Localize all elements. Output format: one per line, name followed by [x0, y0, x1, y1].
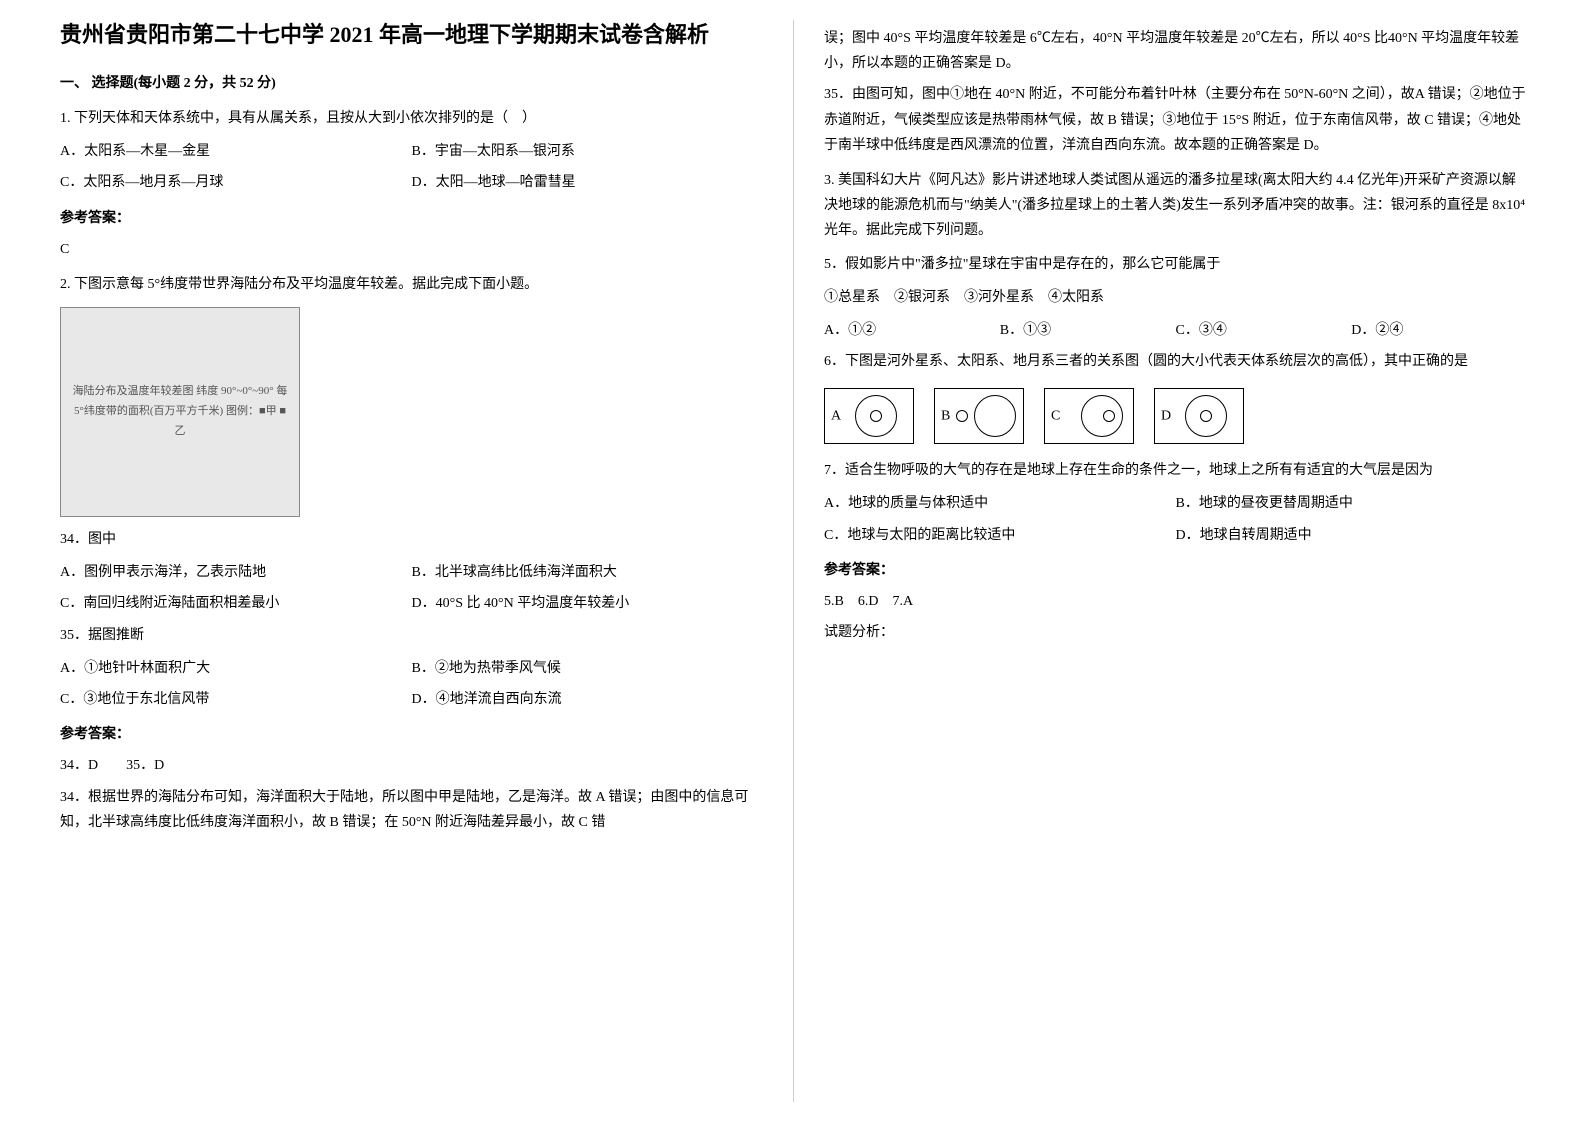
diagram-c-label: C: [1051, 404, 1060, 429]
q3-text: 3. 美国科幻大片《阿凡达》影片讲述地球人类试图从遥远的潘多拉星球(离太阳大约 …: [824, 168, 1527, 244]
q1-answer-label: 参考答案：: [60, 206, 763, 231]
q2-answer-label: 参考答案：: [60, 722, 763, 747]
cont-2: 35．由图可知，图中①地在 40°N 附近，不可能分布着针叶林（主要分布在 50…: [824, 82, 1527, 158]
q1-opt-d: D．太阳—地球—哈雷彗星: [412, 170, 764, 195]
q35-text: 35．据图推断: [60, 623, 763, 648]
q5-opt-d: D．②④: [1351, 318, 1527, 343]
q1-opt-b: B．宇宙—太阳系—银河系: [412, 139, 764, 164]
q1-opt-a: A．太阳系—木星—金星: [60, 139, 412, 164]
q7-opt-c: C．地球与太阳的距离比较适中: [824, 523, 1176, 548]
diagram-a-label: A: [831, 404, 841, 429]
q2-answer: 34．D 35．D: [60, 753, 763, 778]
q35-opt-c: C．③地位于东北信风带: [60, 687, 412, 712]
q34-opt-a: A．图例甲表示海洋，乙表示陆地: [60, 560, 412, 585]
question-1: 1. 下列天体和天体系统中，具有从属关系，且按从大到小依次排列的是（ ） A．太…: [60, 106, 763, 262]
q34-explain: 34．根据世界的海陆分布可知，海洋面积大于陆地，所以图中甲是陆地，乙是海洋。故 …: [60, 785, 763, 835]
diagram-d: D: [1154, 388, 1244, 444]
diagram-a: A: [824, 388, 914, 444]
question-2: 2. 下图示意每 5°纬度带世界海陆分布及平均温度年较差。据此完成下面小题。 海…: [60, 272, 763, 835]
q1-answer: C: [60, 237, 763, 262]
q7-opt-a: A．地球的质量与体积适中: [824, 491, 1176, 516]
q3-answer-label: 参考答案：: [824, 558, 1527, 583]
chart-image: 海陆分布及温度年较差图 纬度 90°~0°~90° 每5°纬度带的面积(百万平方…: [60, 307, 300, 517]
q5-text: 5．假如影片中"潘多拉"星球在宇宙中是存在的，那么它可能属于: [824, 252, 1527, 277]
left-column: 贵州省贵阳市第二十七中学 2021 年高一地理下学期期末试卷含解析 一、 选择题…: [30, 20, 794, 1102]
cont-1: 误；图中 40°S 平均温度年较差是 6℃左右，40°N 平均温度年较差是 20…: [824, 26, 1527, 76]
section-header: 一、 选择题(每小题 2 分，共 52 分): [60, 71, 763, 96]
q5-opt-c: C．③④: [1176, 318, 1352, 343]
circle-inner-icon: [870, 410, 882, 422]
diagram-b: B: [934, 388, 1024, 444]
q5-opt-a: A．①②: [824, 318, 1000, 343]
circle-small-icon: [956, 410, 968, 422]
q35-opt-a: A．①地针叶林面积广大: [60, 656, 412, 681]
q7-text: 7．适合生物呼吸的大气的存在是地球上存在生命的条件之一，地球上之所有有适宜的大气…: [824, 458, 1527, 483]
d-group-icon: [1179, 395, 1233, 437]
q35-opt-d: D．④地洋流自西向东流: [412, 687, 764, 712]
diagram-b-label: B: [941, 404, 950, 429]
circle-outer-icon: [855, 395, 897, 437]
q7-opt-b: B．地球的昼夜更替周期适中: [1176, 491, 1528, 516]
q34-opt-c: C．南回归线附近海陆面积相差最小: [60, 591, 412, 616]
q5-line2: ①总星系 ②银河系 ③河外星系 ④太阳系: [824, 285, 1527, 310]
q7-opt-d: D．地球自转周期适中: [1176, 523, 1528, 548]
q34-text: 34．图中: [60, 527, 763, 552]
analysis-label: 试题分析：: [824, 620, 1527, 645]
page-title: 贵州省贵阳市第二十七中学 2021 年高一地理下学期期末试卷含解析: [60, 20, 763, 51]
c-group-icon: [1069, 395, 1123, 437]
question-3: 3. 美国科幻大片《阿凡达》影片讲述地球人类试图从遥远的潘多拉星球(离太阳大约 …: [824, 168, 1527, 645]
q1-text: 1. 下列天体和天体系统中，具有从属关系，且按从大到小依次排列的是（ ）: [60, 106, 763, 131]
circle-small-icon: [1103, 410, 1115, 422]
diagram-row: A B C D: [824, 388, 1527, 444]
q3-answers: 5.B 6.D 7.A: [824, 589, 1527, 614]
q35-opt-b: B．②地为热带季风气候: [412, 656, 764, 681]
q1-opt-c: C．太阳系—地月系—月球: [60, 170, 412, 195]
q5-opt-b: B．①③: [1000, 318, 1176, 343]
right-column: 误；图中 40°S 平均温度年较差是 6℃左右，40°N 平均温度年较差是 20…: [794, 20, 1557, 1102]
diagram-c: C: [1044, 388, 1134, 444]
q2-text: 2. 下图示意每 5°纬度带世界海陆分布及平均温度年较差。据此完成下面小题。: [60, 272, 763, 297]
q34-opt-b: B．北半球高纬比低纬海洋面积大: [412, 560, 764, 585]
circle-big-icon: [1081, 395, 1123, 437]
diagram-d-label: D: [1161, 404, 1171, 429]
b-group-icon: [956, 395, 1016, 437]
q34-opt-d: D．40°S 比 40°N 平均温度年较差小: [412, 591, 764, 616]
circle-big-icon: [974, 395, 1016, 437]
q6-text: 6．下图是河外星系、太阳系、地月系三者的关系图（圆的大小代表天体系统层次的高低）…: [824, 349, 1527, 374]
